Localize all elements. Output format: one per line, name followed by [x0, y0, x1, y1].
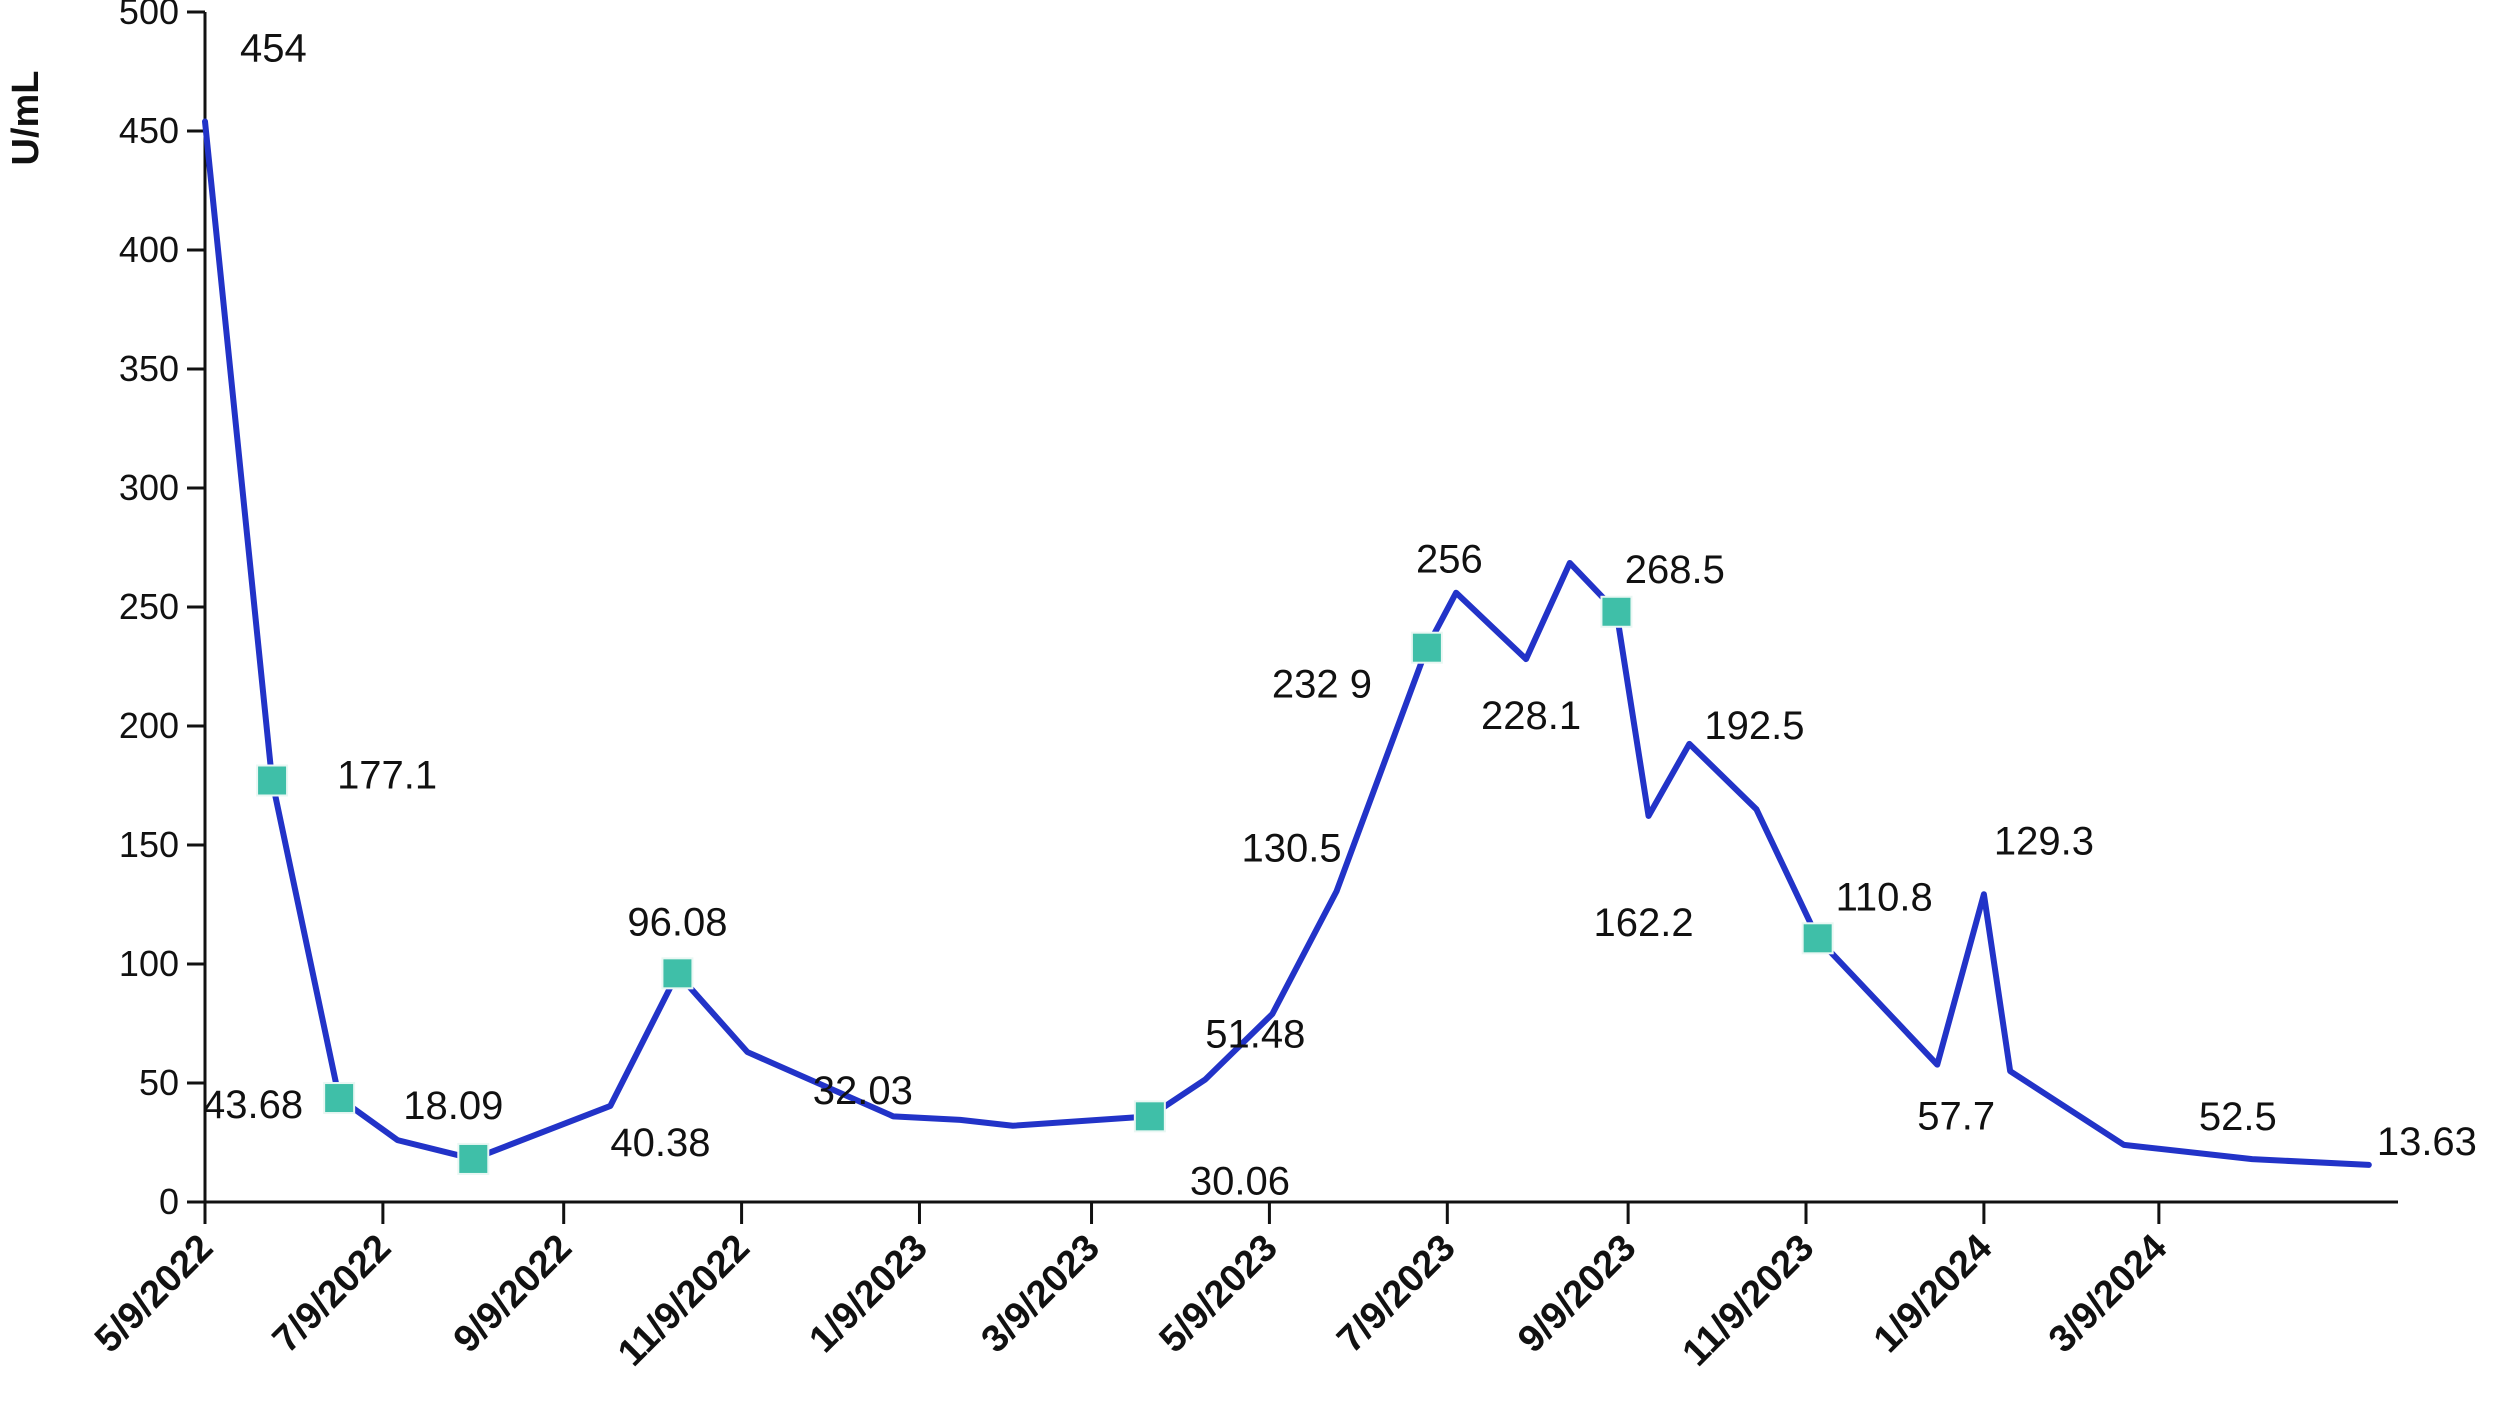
x-tick-label: 5/9/2022: [87, 1227, 221, 1361]
y-tick-label: 300: [119, 467, 179, 508]
data-label: 51.48: [1205, 1012, 1305, 1056]
data-label: 13.63: [2377, 1120, 2477, 1164]
data-label: 52.5: [2199, 1095, 2277, 1139]
data-point-marker: [457, 1142, 490, 1175]
y-tick-label: 450: [119, 110, 179, 151]
data-point-marker: [256, 764, 289, 797]
y-tick-label: 50: [139, 1062, 179, 1103]
data-point-marker: [1801, 922, 1834, 955]
data-label: 130.5: [1241, 826, 1341, 870]
data-label: 454: [240, 26, 307, 70]
data-label: 43.68: [203, 1083, 303, 1127]
data-label: 256: [1416, 538, 1483, 582]
x-tick-label: 1/9/2024: [1866, 1227, 2000, 1361]
x-tick-label: 11/9/2022: [610, 1227, 758, 1375]
data-label: 110.8: [1836, 875, 1933, 919]
y-axis: 0 50 100 150 200 250 300 350 400 450 500 U/mL: [5, 0, 207, 1222]
data-label: 268.5: [1625, 548, 1725, 592]
data-label: 177.1: [337, 754, 437, 798]
x-axis: 5/9/2022 7/9/2022 9/9/2022 11/9/2022 1/9/202…: [87, 1200, 2398, 1374]
x-tick-label: 7/9/2023: [1329, 1227, 1463, 1361]
data-label: 32.03: [813, 1069, 913, 1113]
data-label: 228.1: [1481, 694, 1581, 738]
x-tick-label: 9/9/2023: [1510, 1227, 1644, 1361]
x-tick-label: 9/9/2022: [446, 1227, 580, 1361]
y-tick-label: 200: [119, 705, 179, 746]
data-label: 192.5: [1704, 704, 1804, 748]
x-tick-label: 11/9/2023: [1675, 1227, 1823, 1375]
data-point-marker: [1410, 631, 1443, 664]
data-markers: [256, 595, 1834, 1175]
data-label: 162.2: [1594, 901, 1694, 945]
data-labels: 454 177.1 43.68 18.09 40.38 96.08 32.03 30.06 51…: [203, 26, 2477, 1203]
data-series: [202, 118, 2372, 1168]
data-label: 18.09: [403, 1084, 503, 1128]
x-tick-label: 3/9/2023: [974, 1227, 1108, 1361]
y-tick-label: 150: [119, 824, 179, 865]
y-tick-label: 400: [119, 229, 179, 270]
y-tick-label: 350: [119, 348, 179, 389]
data-point-marker: [323, 1082, 356, 1115]
x-ticks: 5/9/2022 7/9/2022 9/9/2022 11/9/2022 1/9/202…: [87, 1202, 2175, 1374]
y-tick-label: 500: [119, 0, 179, 32]
x-tick-label: 7/9/2022: [265, 1227, 399, 1361]
data-label: 232 9: [1272, 663, 1372, 707]
y-ticks: 0 50 100 150 200 250 300 350 400 450 500: [119, 0, 205, 1222]
data-label: 30.06: [1190, 1159, 1290, 1203]
data-point-marker: [1133, 1100, 1166, 1133]
data-label: 40.38: [610, 1121, 710, 1165]
y-tick-label: 100: [119, 943, 179, 984]
series-line: [202, 118, 2372, 1168]
data-label: 129.3: [1994, 819, 2094, 863]
data-label: 96.08: [627, 900, 727, 944]
y-axis-title: U/mL: [5, 71, 47, 166]
data-label: 57.7: [1917, 1095, 1995, 1139]
x-tick-label: 3/9/2024: [2041, 1227, 2175, 1361]
y-tick-label: 250: [119, 586, 179, 627]
x-tick-label: 1/9/2023: [802, 1227, 936, 1361]
x-tick-label: 5/9/2023: [1151, 1227, 1285, 1361]
data-point-marker: [661, 957, 694, 990]
y-tick-label: 0: [159, 1181, 179, 1222]
data-point-marker: [1600, 595, 1633, 628]
